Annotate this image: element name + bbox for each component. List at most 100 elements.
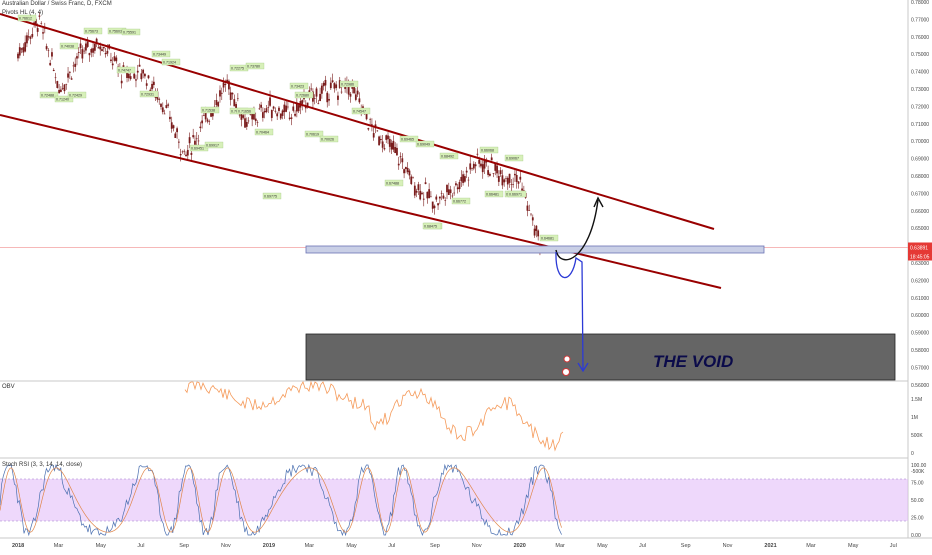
candle-body: [471, 168, 473, 169]
price-tick-label: 0.63000: [911, 261, 929, 267]
candle-body: [496, 165, 498, 174]
pivot-label-box: [200, 106, 220, 114]
candle-body: [272, 106, 275, 109]
candle-body: [519, 176, 522, 180]
candle-body: [533, 228, 536, 236]
pivot-label-box: [161, 58, 181, 66]
candle-body: [438, 196, 441, 199]
candle-body: [40, 22, 43, 24]
time-tick-label: 2020: [514, 543, 526, 549]
candle-body: [510, 184, 513, 185]
candle-body: [315, 88, 318, 97]
pivot-label: 0.74547: [353, 110, 366, 114]
candle-body: [99, 46, 102, 50]
pivot-label: 0.66068: [481, 149, 494, 153]
candle-body: [176, 128, 178, 133]
candle-body: [144, 73, 146, 77]
pivot-label: 0.74747: [118, 69, 131, 73]
candle-body: [204, 110, 207, 120]
candle-body: [506, 177, 509, 185]
candle-body: [326, 92, 329, 103]
time-tick-label: Nov: [723, 543, 733, 549]
pivot-label-box: [399, 135, 419, 143]
candle-body: [160, 103, 162, 107]
pivot-label-box: [439, 152, 459, 160]
pivot-label: 0.72680: [296, 94, 309, 98]
pivot-label-box: [479, 146, 499, 154]
candle-body: [485, 161, 488, 163]
pivot-label: 0.72429: [69, 94, 82, 98]
candle-body: [115, 57, 118, 62]
projected-down-path: [555, 251, 584, 371]
candle-body: [17, 53, 19, 59]
candle-body: [349, 93, 352, 97]
obv-tick-label: 1M: [911, 415, 918, 421]
candle-body: [56, 81, 59, 88]
pivot-label: 0.69067: [506, 157, 519, 161]
candle-body: [408, 170, 411, 176]
candle-body: [404, 167, 407, 170]
time-tick-label: Jul: [137, 543, 144, 549]
pivot-label-box: [139, 90, 159, 98]
pivot-label-box: [83, 27, 103, 35]
candle-body: [113, 56, 116, 61]
candle-body: [449, 189, 452, 194]
pivot-label: 0.72488: [41, 94, 54, 98]
candle-body: [396, 147, 398, 156]
candle-body: [428, 189, 431, 199]
pivot-label: 0.66772: [453, 200, 466, 204]
candle-body: [183, 150, 186, 152]
candle-body: [133, 73, 136, 79]
candle-body: [270, 109, 273, 118]
candle-body: [292, 106, 295, 111]
candle-body: [526, 205, 529, 211]
time-tick-label: Jul: [890, 543, 897, 549]
candle-body: [322, 82, 325, 87]
candle-body: [170, 122, 173, 129]
candle-body: [446, 184, 448, 193]
pivot-label-box: [504, 154, 524, 162]
candle-body: [487, 170, 490, 175]
time-tick-label: 2019: [263, 543, 275, 549]
candle-body: [440, 192, 443, 194]
pivot-label-box: [319, 135, 339, 143]
time-tick-label: Mar: [555, 543, 565, 549]
pivot-label-box: [39, 91, 59, 99]
candle-body: [152, 81, 155, 86]
candle-body: [222, 82, 225, 88]
candle-body: [247, 120, 250, 122]
candle-body: [424, 182, 427, 185]
candle-body: [145, 83, 148, 86]
candle-body: [172, 125, 175, 129]
candle-body: [74, 63, 77, 67]
candle-body: [158, 98, 161, 100]
candle-body: [297, 105, 300, 112]
candle-body: [419, 190, 422, 200]
pivot-label: 0.69775: [264, 195, 277, 199]
price-tick-label: 0.67000: [911, 191, 929, 197]
price-tick-label: 0.77000: [911, 17, 929, 23]
candle-body: [369, 119, 372, 120]
candle-body: [174, 133, 177, 138]
candle-body: [430, 196, 432, 198]
pivot-label-box: [54, 95, 74, 103]
stoch-rsi-pane[interactable]: [0, 463, 908, 537]
candle-body: [535, 225, 538, 231]
candle-body: [378, 136, 380, 146]
candle-body: [27, 36, 30, 38]
pivot-label-box: [67, 91, 87, 99]
candle-body: [381, 141, 384, 148]
candle-body: [422, 198, 425, 200]
candle-body: [494, 163, 497, 171]
pivot-label: 0.71656: [238, 110, 251, 114]
candle-body: [127, 73, 130, 79]
candle-body: [169, 116, 171, 120]
pivot-label-box: [351, 107, 371, 115]
obv-pane[interactable]: [184, 380, 564, 452]
candle-body: [54, 77, 57, 79]
candle-body: [388, 138, 391, 147]
price-tick-label: 0.72000: [911, 104, 929, 110]
pivot-label: 0.74038: [61, 45, 74, 49]
candle-body: [505, 178, 507, 179]
